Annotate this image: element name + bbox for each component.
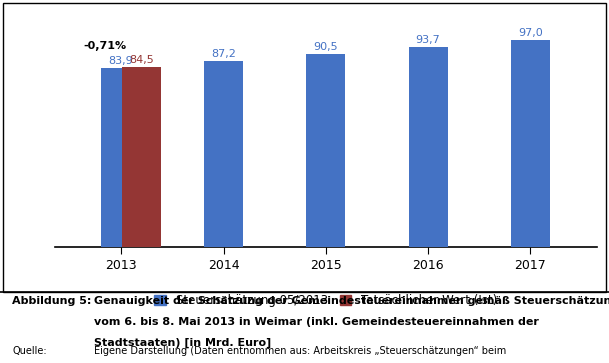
Bar <box>409 47 448 247</box>
Text: 87,2: 87,2 <box>211 49 236 59</box>
Text: vom 6. bis 8. Mai 2013 in Weimar (inkl. Gemeindesteuereinnahmen der: vom 6. bis 8. Mai 2013 in Weimar (inkl. … <box>94 317 540 327</box>
Bar <box>122 67 161 247</box>
Bar <box>511 40 550 247</box>
Text: Eigene Darstellung (Daten entnommen aus: Arbeitskreis „Steuerschätzungen“ beim: Eigene Darstellung (Daten entnommen aus:… <box>94 346 507 356</box>
Text: Abbildung 5:: Abbildung 5: <box>12 296 91 306</box>
Legend: Steuerschätzung 05/2013, Tatsächlicher Wert (Ist): Steuerschätzung 05/2013, Tatsächlicher W… <box>155 294 497 307</box>
Bar <box>204 61 243 247</box>
Text: 93,7: 93,7 <box>416 35 440 45</box>
Text: -0,71%: -0,71% <box>83 41 127 51</box>
Bar <box>101 68 139 247</box>
Bar <box>306 54 345 247</box>
Text: Stadtstaaten) [in Mrd. Euro]: Stadtstaaten) [in Mrd. Euro] <box>94 338 272 348</box>
Text: 90,5: 90,5 <box>314 42 338 52</box>
Text: 97,0: 97,0 <box>518 28 543 38</box>
Text: 84,5: 84,5 <box>129 55 154 65</box>
Text: Genauigkeit der Schätzung der Gemeindesteuereinnahmen gemäß Steuerschätzung: Genauigkeit der Schätzung der Gemeindest… <box>94 296 609 306</box>
Text: Quelle:: Quelle: <box>12 346 47 356</box>
Text: 83,9: 83,9 <box>108 56 133 66</box>
